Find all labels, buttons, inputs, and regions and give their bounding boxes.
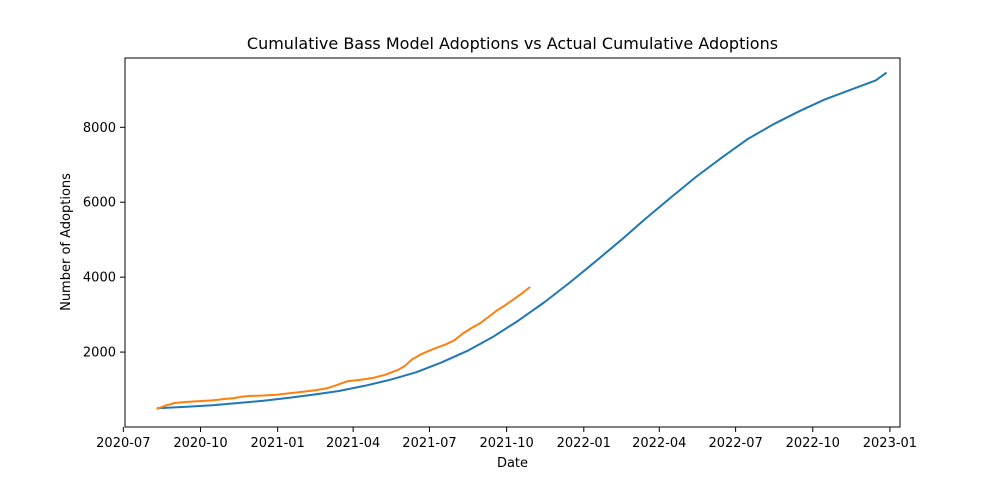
x-tick-label: 2021-01 [250,436,304,451]
plot-frame [124,57,901,428]
x-tick-label: 2022-10 [786,436,840,451]
y-axis-label: Number of Adoptions [59,173,74,311]
x-tick-label: 2022-07 [708,436,762,451]
x-tick-label: 2023-01 [863,436,917,451]
plot-area [156,71,888,410]
series-line-1 [156,71,888,410]
y-tick-label: 8000 [83,121,116,136]
chart-title: Cumulative Bass Model Adoptions vs Actua… [247,34,778,53]
x-tick-label: 2021-10 [479,436,533,451]
x-tick-label: 2021-07 [402,436,456,451]
x-tick-label: 2020-07 [96,436,150,451]
x-tick-label: 2020-10 [173,436,227,451]
y-axis-ticks: 2000 4000 6000 8000 [83,121,125,361]
x-tick-label: 2021-04 [326,436,380,451]
x-axis-label: Date [497,456,528,471]
y-tick-label: 4000 [83,271,116,286]
y-tick-label: 6000 [83,196,116,211]
series-line-2 [156,286,531,410]
x-tick-label: 2022-04 [632,436,686,451]
y-tick-label: 2000 [83,346,116,361]
x-tick-label: 2022-01 [557,436,611,451]
x-axis-ticks: 2020-07 2020-10 2021-01 2021-04 2021-07 2021-… [96,427,917,451]
